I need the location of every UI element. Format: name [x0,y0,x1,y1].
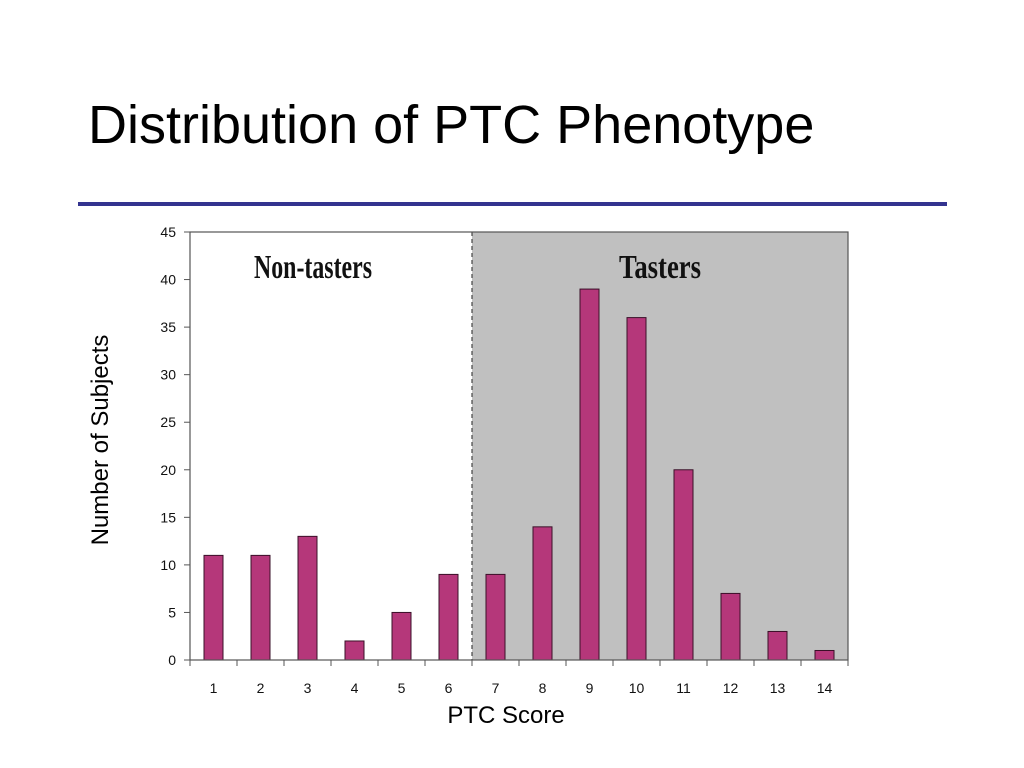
x-tick-label: 9 [586,680,594,696]
bar-score-13 [767,630,788,661]
bar-score-3 [297,535,318,661]
x-tick-label: 10 [629,680,645,696]
y-tick-label: 15 [160,509,176,525]
region-label-non-tasters: Non-tasters [254,249,372,286]
region-label-tasters: Tasters [619,249,701,286]
y-tick-label: 10 [160,557,176,573]
x-tick-label: 12 [723,680,739,696]
x-tick-label: 14 [817,680,833,696]
bar-score-4 [344,640,365,661]
x-tick-label: 7 [492,680,500,696]
tasters-region [472,232,848,660]
x-tick-label: 8 [539,680,547,696]
x-tick-label: 13 [770,680,786,696]
x-tick-label: 3 [304,680,312,696]
bar-score-9 [579,288,600,661]
bar-score-8 [532,526,553,661]
bar-score-11 [673,469,694,661]
x-axis-title: PTC Score [447,702,564,729]
y-tick-label: 30 [160,367,176,383]
x-tick-label: 1 [210,680,218,696]
x-tick-label: 11 [676,680,691,696]
y-tick-label: 45 [160,224,176,240]
title-divider [78,202,947,206]
y-tick-label: 0 [168,652,176,668]
bar-score-7 [485,573,506,661]
y-tick-label: 5 [168,604,176,620]
x-tick-label: 2 [257,680,265,696]
bar-score-10 [626,317,647,661]
non-tasters-region [190,232,472,660]
y-axis-title: Number of Subjects [87,335,114,546]
x-tick-label: 5 [398,680,406,696]
bar-score-5 [391,611,412,661]
bar-score-2 [250,554,271,661]
bar-score-1 [203,554,224,661]
bar-score-12 [720,592,741,661]
bar-score-6 [438,573,459,661]
y-tick-label: 20 [160,462,176,478]
x-tick-label: 6 [445,680,453,696]
bar-score-14 [814,649,835,661]
y-tick-label: 35 [160,319,176,335]
slide-title: Distribution of PTC Phenotype [88,95,815,155]
x-tick-label: 4 [351,680,359,696]
y-tick-label: 25 [160,414,176,430]
y-tick-label: 40 [160,272,176,288]
